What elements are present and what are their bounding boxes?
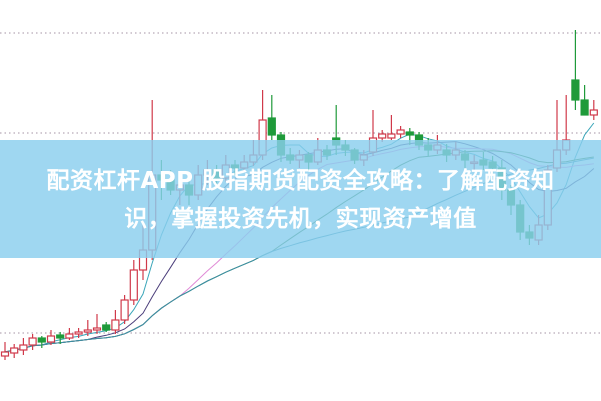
candle-body — [102, 324, 111, 331]
candle-body — [37, 337, 46, 343]
candle-body — [387, 133, 396, 139]
candle-body — [580, 99, 589, 116]
headline: 配资杠杆APP 股指期货配资全攻略：了解配资知 识，掌握投资先机，实现资产增值 — [0, 162, 601, 238]
headline-line-2: 识，掌握投资先机，实现资产增值 — [124, 206, 477, 232]
candle-body — [83, 329, 92, 333]
candle-body — [267, 117, 276, 136]
headline-banner — [0, 140, 601, 258]
candle-body — [571, 79, 580, 101]
candle-body — [120, 299, 129, 321]
candle-body — [405, 131, 414, 136]
candle-body — [0, 351, 10, 357]
candle-body — [129, 269, 138, 301]
candle-body — [92, 327, 102, 331]
candle-body — [10, 347, 19, 354]
candle-body — [46, 335, 56, 343]
candle-body — [396, 129, 405, 135]
candle-body — [19, 344, 28, 351]
headline-line-1: 配资杠杆APP 股指期货配资全攻略：了解配资知 — [46, 168, 555, 194]
candle-body — [378, 133, 387, 139]
candle-body — [589, 109, 598, 116]
candle-body — [56, 334, 65, 339]
candle-body — [65, 333, 74, 339]
candle-body — [74, 331, 83, 335]
candle-body — [111, 319, 120, 331]
candle-body — [28, 337, 37, 346]
